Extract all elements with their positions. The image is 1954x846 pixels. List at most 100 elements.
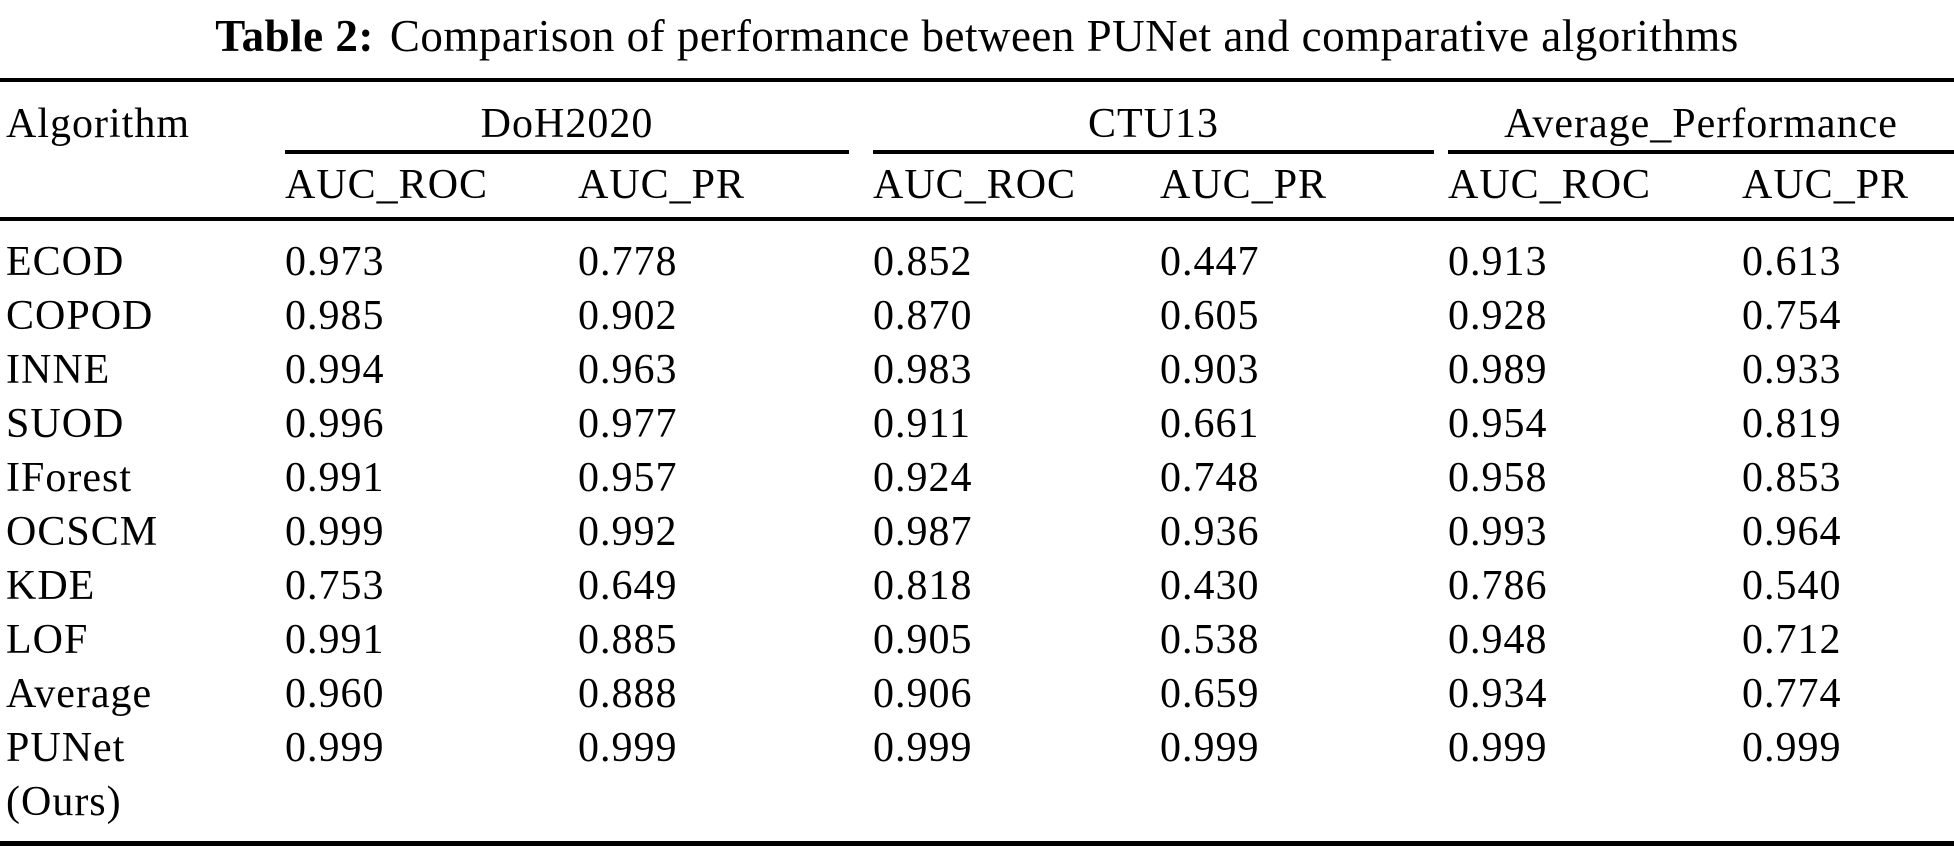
metric-value: 0.960 — [285, 671, 385, 717]
metric-value: 0.819 — [1742, 401, 1842, 447]
metric-value: 0.540 — [1742, 563, 1842, 609]
metric-value: 0.964 — [1742, 509, 1842, 555]
metric-value: 0.659 — [1160, 671, 1260, 717]
algorithm-name: PUNet (Ours) — [0, 721, 285, 844]
metric-value: 0.905 — [873, 617, 973, 663]
metric-value: 0.774 — [1742, 671, 1842, 717]
column-header-avg-auc-roc: AUC_ROC — [1448, 154, 1743, 221]
group-header-doh2020: DoH2020 — [285, 80, 873, 154]
metric-value: 0.786 — [1448, 563, 1548, 609]
metric-value: 0.605 — [1160, 293, 1260, 339]
metric-value: 0.649 — [578, 563, 678, 609]
metric-value: 0.957 — [578, 455, 678, 501]
metric-value: 0.999 — [1742, 725, 1842, 771]
algorithm-name: COPOD — [6, 293, 154, 339]
metric-value: 0.748 — [1160, 455, 1260, 501]
group-label-average-performance: Average_Performance — [1448, 100, 1954, 154]
column-header-doh2020-auc-pr: AUC_PR — [578, 154, 874, 221]
table-row: LOF 0.991 0.885 0.905 0.538 0.948 0.712 — [0, 613, 1954, 667]
table-body: ECOD 0.973 0.778 0.852 0.447 0.913 0.613… — [0, 219, 1954, 844]
metric-value: 0.853 — [1742, 455, 1842, 501]
metric-value: 0.954 — [1448, 401, 1548, 447]
metric-value: 0.913 — [1448, 239, 1548, 285]
algorithm-name-line2: (Ours) — [6, 779, 122, 825]
metric-value: 0.963 — [578, 347, 678, 393]
metric-value: 0.958 — [1448, 455, 1548, 501]
caption-text: Comparison of performance between PUNet … — [389, 11, 1739, 61]
metric-value: 0.613 — [1742, 239, 1842, 285]
algorithm-name: KDE — [6, 563, 96, 609]
algorithm-name: OCSCM — [6, 509, 159, 555]
metric-value: 0.999 — [1448, 725, 1548, 771]
column-header-ctu13-auc-pr: AUC_PR — [1160, 154, 1449, 221]
column-header-algorithm: Algorithm — [0, 80, 285, 221]
metric-value: 0.991 — [285, 455, 385, 501]
metric-value: 0.999 — [1160, 725, 1260, 771]
table-row: IForest 0.991 0.957 0.924 0.748 0.958 0.… — [0, 451, 1954, 505]
metric-value: 0.911 — [873, 401, 971, 447]
group-label-ctu13: CTU13 — [873, 100, 1435, 154]
table-row: OCSCM 0.999 0.992 0.987 0.936 0.993 0.96… — [0, 505, 1954, 559]
algorithm-name: SUOD — [6, 401, 125, 447]
algorithm-name: ECOD — [6, 239, 125, 285]
column-header-avg-auc-pr: AUC_PR — [1742, 154, 1954, 221]
metric-value: 0.902 — [578, 293, 678, 339]
metric-value: 0.818 — [873, 563, 973, 609]
column-header-doh2020-auc-roc: AUC_ROC — [285, 154, 578, 221]
table-row: KDE 0.753 0.649 0.818 0.430 0.786 0.540 — [0, 559, 1954, 613]
table-row: INNE 0.994 0.963 0.983 0.903 0.989 0.933 — [0, 343, 1954, 397]
metric-value: 0.977 — [578, 401, 678, 447]
algorithm-name: Average — [6, 671, 153, 717]
column-header-ctu13-auc-roc: AUC_ROC — [873, 154, 1161, 221]
metric-value: 0.870 — [873, 293, 973, 339]
metric-value: 0.885 — [578, 617, 678, 663]
metric-value: 0.999 — [873, 725, 973, 771]
metric-value: 0.924 — [873, 455, 973, 501]
metric-value: 0.661 — [1160, 401, 1260, 447]
metric-value: 0.753 — [285, 563, 385, 609]
table-caption: Table 2: Comparison of performance betwee… — [0, 8, 1954, 64]
algorithm-name: IForest — [6, 455, 132, 501]
algorithm-name-line1: PUNet — [6, 725, 126, 771]
metric-value: 0.754 — [1742, 293, 1842, 339]
metric-value: 0.712 — [1742, 617, 1842, 663]
metric-value: 0.538 — [1160, 617, 1260, 663]
metric-value: 0.989 — [1448, 347, 1548, 393]
metric-value: 0.447 — [1160, 239, 1260, 285]
metric-value: 0.852 — [873, 239, 973, 285]
metric-value: 0.928 — [1448, 293, 1548, 339]
metric-value: 0.933 — [1742, 347, 1842, 393]
metric-value: 0.987 — [873, 509, 973, 555]
table-row: PUNet (Ours) 0.999 0.999 0.999 0.999 0.9… — [0, 721, 1954, 844]
metric-value: 0.991 — [285, 617, 385, 663]
metric-value: 0.999 — [578, 725, 678, 771]
table-row: ECOD 0.973 0.778 0.852 0.447 0.913 0.613 — [0, 219, 1954, 289]
metric-value: 0.999 — [285, 725, 385, 771]
algorithm-name: LOF — [6, 617, 89, 663]
metric-value: 0.983 — [873, 347, 973, 393]
table-row: COPOD 0.985 0.902 0.870 0.605 0.928 0.75… — [0, 289, 1954, 343]
metric-value: 0.934 — [1448, 671, 1548, 717]
metric-value: 0.996 — [285, 401, 385, 447]
table-row: SUOD 0.996 0.977 0.911 0.661 0.954 0.819 — [0, 397, 1954, 451]
metric-value: 0.985 — [285, 293, 385, 339]
metric-value: 0.430 — [1160, 563, 1260, 609]
metric-value: 0.936 — [1160, 509, 1260, 555]
metric-value: 0.906 — [873, 671, 973, 717]
table-row: Average 0.960 0.888 0.906 0.659 0.934 0.… — [0, 667, 1954, 721]
group-label-doh2020: DoH2020 — [285, 100, 850, 154]
metric-value: 0.903 — [1160, 347, 1260, 393]
metric-value: 0.992 — [578, 509, 678, 555]
metric-value: 0.888 — [578, 671, 678, 717]
metric-value: 0.994 — [285, 347, 385, 393]
algorithm-name: INNE — [6, 347, 111, 393]
metric-value: 0.973 — [285, 239, 385, 285]
table-header: Algorithm DoH2020 CTU13 Average_Performa… — [0, 80, 1954, 221]
metric-value: 0.993 — [1448, 509, 1548, 555]
caption-label: Table 2: — [215, 11, 374, 61]
group-header-average-performance: Average_Performance — [1448, 80, 1954, 154]
metric-value: 0.778 — [578, 239, 678, 285]
metric-value: 0.948 — [1448, 617, 1548, 663]
performance-table: Algorithm DoH2020 CTU13 Average_Performa… — [0, 78, 1954, 846]
metric-value: 0.999 — [285, 509, 385, 555]
